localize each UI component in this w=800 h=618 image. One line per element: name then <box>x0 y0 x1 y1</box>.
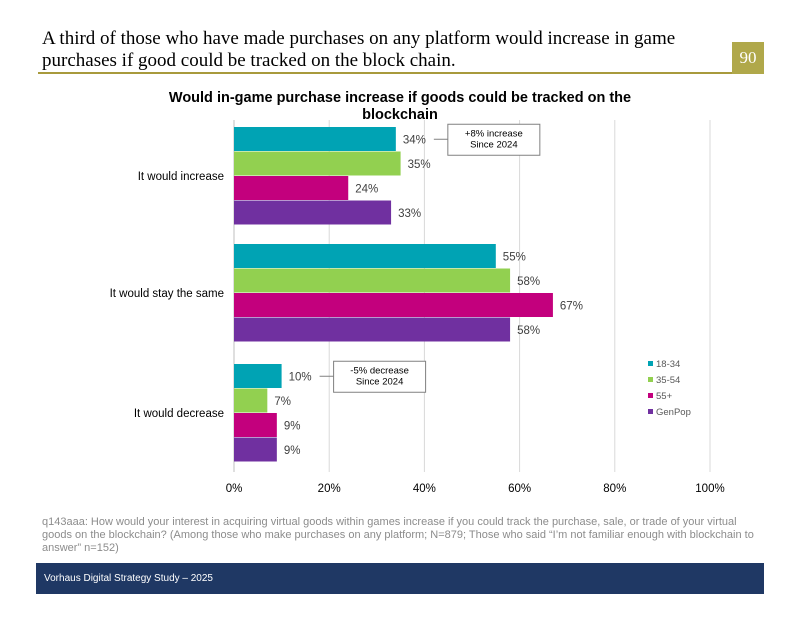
data-label: 9% <box>284 445 301 457</box>
bar-3554-1 <box>234 268 511 293</box>
footer-bar: Vorhaus Digital Strategy Study – 2025 <box>36 563 764 594</box>
data-label: 9% <box>284 420 301 432</box>
bar-1834-0 <box>234 127 396 151</box>
category-label: It would decrease <box>134 408 224 420</box>
data-label: 7% <box>274 396 291 408</box>
bar-1834-2 <box>234 364 282 388</box>
data-label: 35% <box>408 159 431 171</box>
bar-55-0 <box>234 176 349 200</box>
legend-swatch <box>648 393 653 398</box>
data-label: 10% <box>289 371 312 383</box>
legend-label: 35-54 <box>656 375 680 386</box>
bar-genpop-1 <box>234 317 511 342</box>
x-tick-label: 100% <box>695 483 724 495</box>
data-label: 55% <box>503 251 526 263</box>
legend-swatch <box>648 377 653 382</box>
survey-question-note: q143aaa: How would your interest in acqu… <box>42 516 754 554</box>
bar-3554-0 <box>234 151 401 176</box>
bar-genpop-2 <box>234 437 277 462</box>
bar-55-2 <box>234 413 277 437</box>
data-label: 67% <box>560 300 583 312</box>
legend-label: 55+ <box>656 391 673 402</box>
annotation-text: Since 2024 <box>470 139 518 150</box>
data-label: 58% <box>517 325 540 337</box>
slide-title: A third of those who have made purchases… <box>42 28 676 71</box>
footer-text: Vorhaus Digital Strategy Study – 2025 <box>44 573 213 584</box>
data-label: 33% <box>398 208 421 220</box>
data-label: 34% <box>403 134 426 146</box>
data-label: 24% <box>355 183 378 195</box>
x-tick-label: 20% <box>318 483 341 495</box>
bar-genpop-0 <box>234 200 392 225</box>
title-divider <box>38 72 732 74</box>
x-tick-label: 40% <box>413 483 436 495</box>
bar-1834-1 <box>234 244 496 268</box>
annotation-text: +8% increase <box>465 128 523 139</box>
bar-3554-2 <box>234 388 268 413</box>
x-tick-label: 0% <box>226 483 243 495</box>
category-label: It would increase <box>138 171 224 183</box>
annotation-box <box>333 360 427 393</box>
chart-title-line: blockchain <box>362 107 438 123</box>
legend-swatch <box>648 361 653 366</box>
bar-55-1 <box>234 293 553 317</box>
page-number-badge: 90 <box>732 42 764 74</box>
chart-title-line: Would in-game purchase increase if goods… <box>169 90 631 106</box>
legend-swatch <box>648 409 653 414</box>
annotation-box <box>447 123 541 156</box>
x-tick-label: 60% <box>508 483 531 495</box>
annotation-text: -5% decrease <box>350 365 409 376</box>
annotation-text: Since 2024 <box>356 376 404 387</box>
data-label: 58% <box>517 276 540 288</box>
x-tick-label: 80% <box>603 483 626 495</box>
legend-label: GenPop <box>656 407 691 418</box>
legend-label: 18-34 <box>656 359 680 370</box>
category-label: It would stay the same <box>110 288 224 300</box>
